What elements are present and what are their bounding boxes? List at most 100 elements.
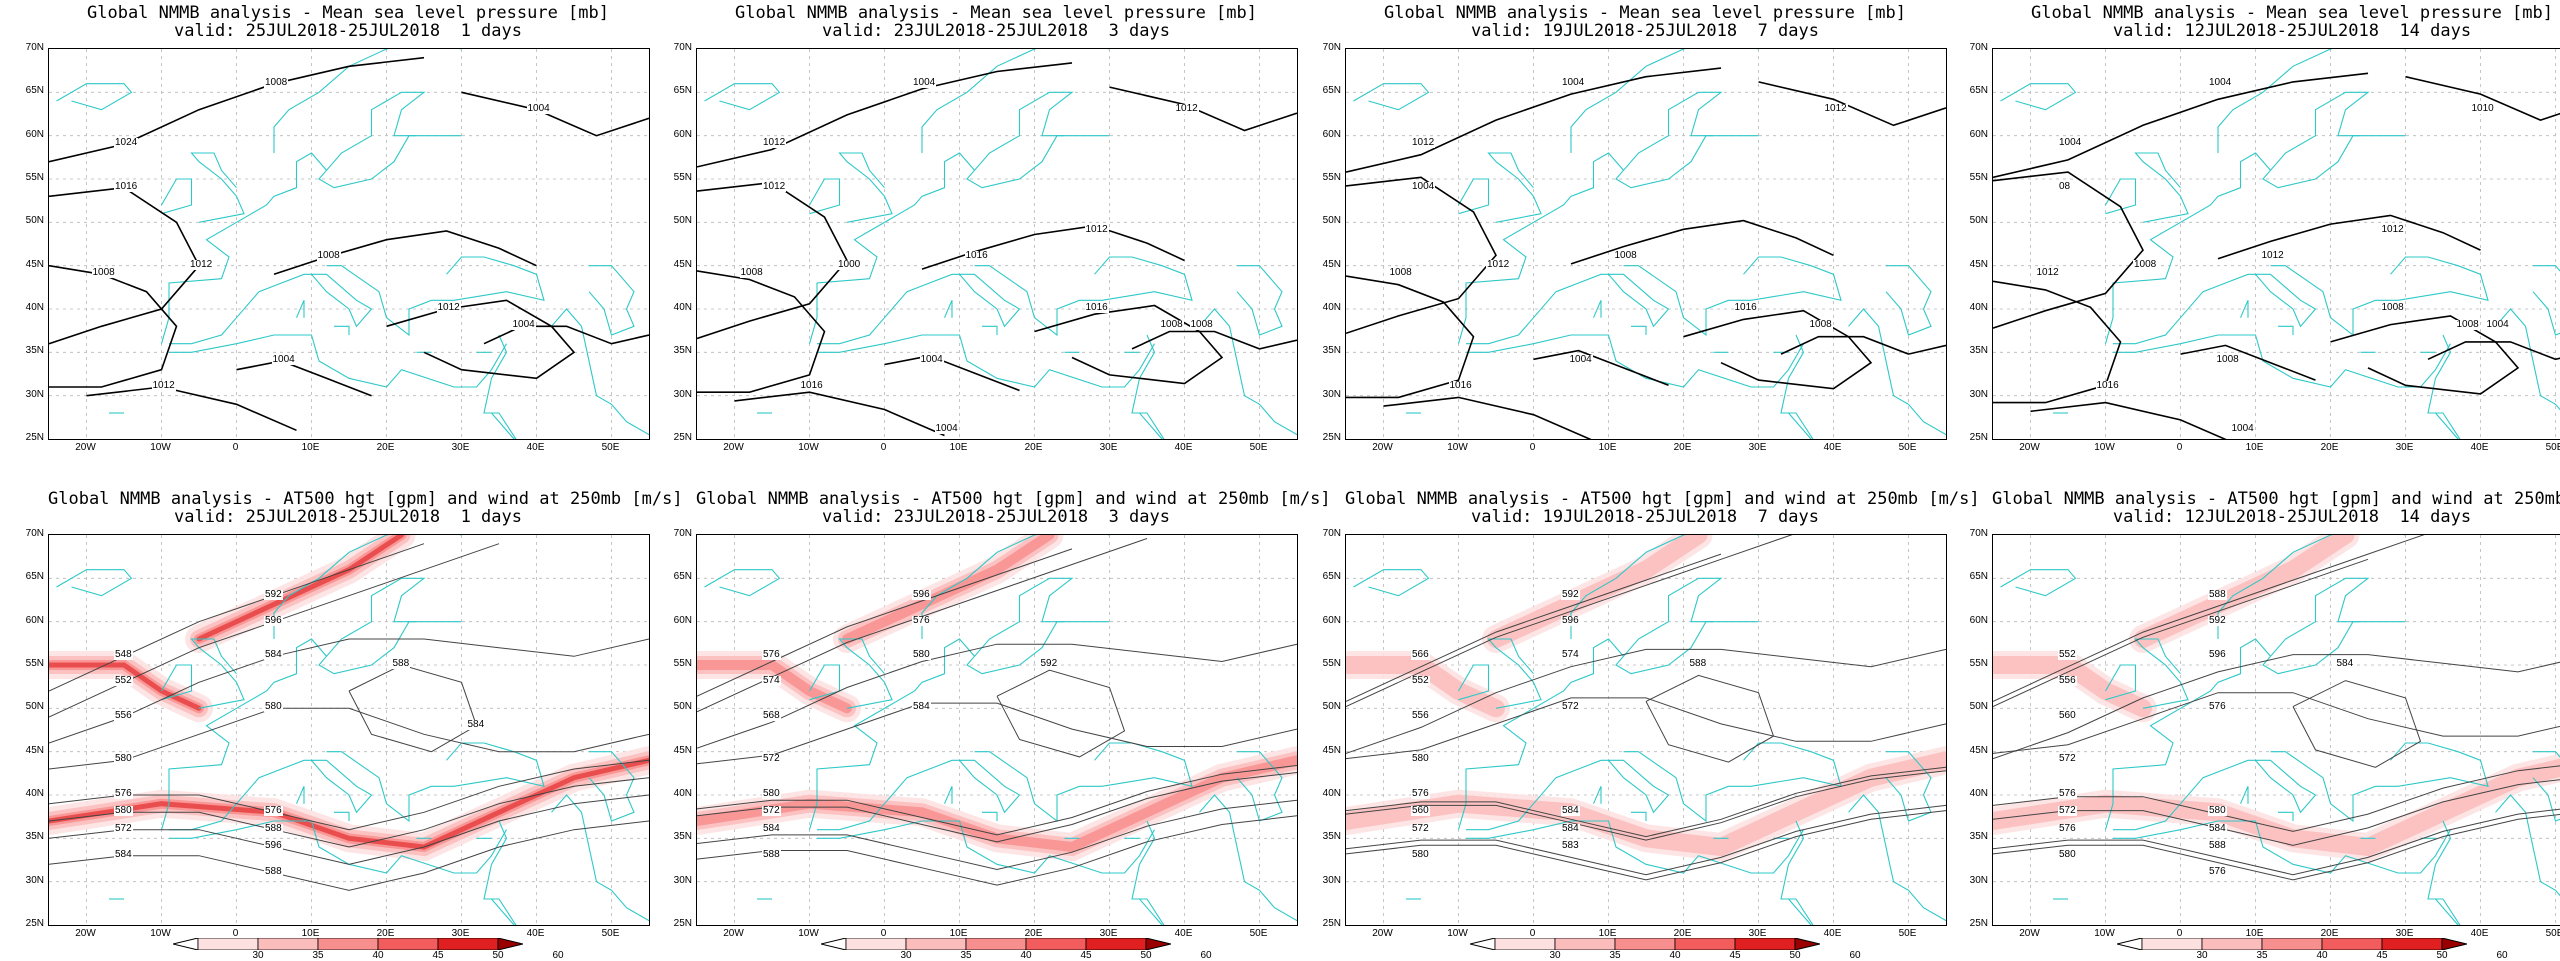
isoline-label: 560 bbox=[1411, 806, 1430, 816]
isoline-label: 1016 bbox=[114, 182, 138, 192]
colorbar-segment bbox=[1795, 938, 1820, 950]
isoline bbox=[87, 387, 297, 430]
longitude-tick-label: 20W bbox=[66, 442, 106, 453]
colorbar-tick-label: 45 bbox=[1076, 950, 1096, 961]
coastline bbox=[810, 179, 840, 214]
isoline-label: 596 bbox=[2208, 650, 2227, 660]
isoline-label: 552 bbox=[114, 676, 133, 686]
isoline-label: 584 bbox=[264, 650, 283, 660]
map-panel: Global NMMB analysis - Mean sea level pr… bbox=[1345, 4, 1945, 464]
longitude-tick-label: 30E bbox=[1738, 442, 1778, 453]
coastline bbox=[1200, 795, 1298, 925]
latitude-tick-label: 40N bbox=[18, 788, 44, 799]
map-panel: Global NMMB analysis - Mean sea level pr… bbox=[696, 4, 1296, 464]
isoline-label: 1004 bbox=[2231, 424, 2255, 434]
latitude-tick-label: 25N bbox=[1315, 432, 1341, 443]
isoline-label: 1016 bbox=[2096, 381, 2120, 391]
coastline bbox=[1789, 413, 1834, 439]
longitude-tick-label: 20W bbox=[2010, 928, 2050, 939]
latitude-tick-label: 50N bbox=[1962, 701, 1988, 712]
latitude-tick-label: 40N bbox=[1962, 788, 1988, 799]
isoline bbox=[1571, 221, 1834, 264]
latitude-tick-label: 60N bbox=[666, 615, 692, 626]
isoline-label: 1008 bbox=[1809, 320, 1833, 330]
coastline bbox=[2106, 179, 2136, 214]
isoline-label: 576 bbox=[2208, 867, 2227, 877]
isoline-label: 1012 bbox=[2261, 251, 2285, 261]
panel-valid-period: valid: 25JUL2018-25JUL2018 1 days bbox=[48, 508, 648, 526]
isoline-label: 1008 bbox=[92, 268, 116, 278]
colorbar-tick-label: 45 bbox=[1725, 950, 1745, 961]
isoline-label: 568 bbox=[762, 711, 781, 721]
colorbar-segment bbox=[1675, 938, 1735, 950]
isoline-label: 1008 bbox=[317, 251, 341, 261]
latitude-tick-label: 60N bbox=[1315, 129, 1341, 140]
isoline-label: 574 bbox=[1561, 650, 1580, 660]
latitude-tick-label: 65N bbox=[1962, 85, 1988, 96]
latitude-tick-label: 55N bbox=[1315, 658, 1341, 669]
isoline bbox=[49, 58, 424, 162]
coastline bbox=[492, 413, 537, 439]
isoline bbox=[697, 703, 1297, 764]
colorbar-tick-label: 30 bbox=[1545, 950, 1565, 961]
coastline bbox=[1631, 326, 1646, 335]
panel-valid-period: valid: 23JUL2018-25JUL2018 3 days bbox=[696, 22, 1296, 40]
isoline bbox=[1132, 332, 1297, 349]
latitude-tick-label: 40N bbox=[1962, 302, 1988, 313]
map-panel: Global NMMB analysis - AT500 hgt [gpm] a… bbox=[1345, 490, 1945, 950]
isoline-label: 552 bbox=[1411, 676, 1430, 686]
isoline-label: 1008 bbox=[2133, 260, 2157, 270]
isoline-label: 580 bbox=[114, 806, 133, 816]
coastline bbox=[2271, 578, 2369, 656]
latitude-tick-label: 70N bbox=[1315, 42, 1341, 53]
coastline bbox=[552, 795, 650, 925]
colorbar-tick-label: 35 bbox=[956, 950, 976, 961]
longitude-tick-label: 20W bbox=[66, 928, 106, 939]
isoline bbox=[697, 183, 847, 339]
colorbar-segment bbox=[2117, 938, 2142, 950]
latitude-tick-label: 60N bbox=[666, 129, 692, 140]
latitude-tick-label: 65N bbox=[1315, 571, 1341, 582]
isoline-label: 548 bbox=[114, 650, 133, 660]
panel-title: Global NMMB analysis - Mean sea level pr… bbox=[1345, 4, 1945, 22]
colorbar-tick-label: 35 bbox=[2252, 950, 2272, 961]
isoline bbox=[1993, 172, 2143, 328]
latitude-tick-label: 35N bbox=[18, 831, 44, 842]
colorbar-tick-label: 40 bbox=[1016, 950, 1036, 961]
latitude-tick-label: 50N bbox=[1315, 701, 1341, 712]
latitude-tick-label: 30N bbox=[18, 875, 44, 886]
latitude-tick-label: 30N bbox=[1962, 389, 1988, 400]
isoline-label: 1004 bbox=[912, 78, 936, 88]
coastline bbox=[1789, 899, 1834, 925]
isoline-label: 588 bbox=[264, 824, 283, 834]
colorbar-segment bbox=[2142, 938, 2202, 950]
longitude-tick-label: 20W bbox=[714, 442, 754, 453]
isoline-label: 584 bbox=[912, 702, 931, 712]
colorbar-segment bbox=[906, 938, 966, 950]
isoline-label: 556 bbox=[114, 711, 133, 721]
longitude-tick-label: 10E bbox=[291, 442, 331, 453]
panel-title: Global NMMB analysis - Mean sea level pr… bbox=[48, 4, 648, 22]
isoline bbox=[49, 708, 649, 769]
coastline bbox=[1466, 274, 1669, 343]
latitude-tick-label: 30N bbox=[666, 875, 692, 886]
colorbar-segment bbox=[2442, 938, 2467, 950]
isoline bbox=[1110, 87, 1298, 130]
latitude-tick-label: 45N bbox=[18, 259, 44, 270]
isoline bbox=[1035, 306, 1223, 384]
longitude-tick-label: 50E bbox=[2535, 928, 2560, 939]
latitude-tick-label: 55N bbox=[1962, 658, 1988, 669]
latitude-tick-label: 50N bbox=[1315, 215, 1341, 226]
isoline-label: 584 bbox=[2208, 824, 2227, 834]
colorbar-tick-label: 30 bbox=[896, 950, 916, 961]
colorbar-segment bbox=[966, 938, 1026, 950]
latitude-tick-label: 55N bbox=[1315, 172, 1341, 183]
colorbar-tick-label: 40 bbox=[2312, 950, 2332, 961]
latitude-tick-label: 70N bbox=[1962, 528, 1988, 539]
longitude-tick-label: 10E bbox=[939, 442, 979, 453]
isoline-label: 1004 bbox=[2208, 78, 2232, 88]
colorbar-segment bbox=[438, 938, 498, 950]
colorbar-tick-label: 30 bbox=[248, 950, 268, 961]
wind-speed-shading bbox=[847, 535, 1050, 639]
